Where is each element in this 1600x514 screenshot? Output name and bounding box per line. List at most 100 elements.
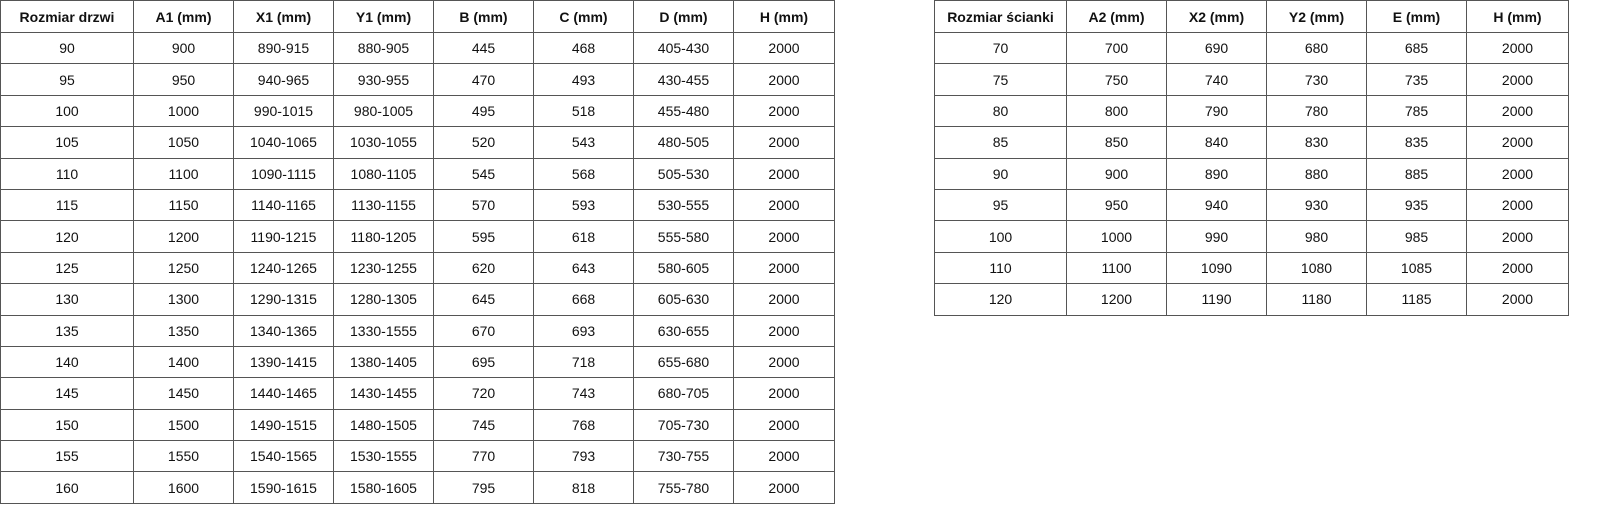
table-cell: 980-1005 — [333, 94, 434, 128]
table-cell: 780 — [1266, 94, 1367, 128]
table-cell: 1240-1265 — [233, 251, 334, 285]
table-cell: 940 — [1166, 188, 1267, 222]
table-cell: 493 — [533, 63, 634, 96]
table-row: 100 1000 990-1015 980-1005 495 518 455-480 2000 — [0, 94, 835, 128]
column-header: Rozmiar drzwi — [0, 0, 134, 33]
column-header: X2 (mm) — [1166, 0, 1267, 33]
table-cell: 1250 — [133, 251, 234, 285]
table-cell: 1490-1515 — [233, 408, 334, 442]
table-cell: 985 — [1366, 220, 1467, 253]
table-row: 110 1100 1090-1115 1080-1105 545 568 505-530 20… — [0, 157, 835, 190]
table-cell: 543 — [533, 126, 634, 159]
table-cell: 480-505 — [633, 126, 734, 159]
table-cell: 1280-1305 — [333, 283, 434, 316]
table-cell: 110 — [934, 251, 1067, 285]
table-cell: 120 — [0, 220, 134, 253]
table-row: 95 950 940-965 930-955 470 493 430-455 2000 — [0, 63, 835, 96]
column-header: Rozmiar ścianki — [934, 0, 1067, 33]
table-cell: 85 — [934, 126, 1067, 159]
table-cell: 880 — [1266, 157, 1367, 190]
table-cell: 1180-1205 — [333, 220, 434, 253]
table-cell: 890-915 — [233, 31, 334, 65]
table-cell: 730-755 — [633, 440, 734, 473]
table-cell: 693 — [533, 314, 634, 347]
column-header: Y1 (mm) — [333, 0, 434, 33]
table-cell: 1530-1555 — [333, 440, 434, 473]
table-cell: 505-530 — [633, 157, 734, 190]
table-cell: 495 — [433, 94, 534, 128]
table-cell: 1300 — [133, 283, 234, 316]
table-cell: 950 — [133, 63, 234, 96]
column-header: A2 (mm) — [1066, 0, 1167, 33]
table-cell: 735 — [1366, 63, 1467, 96]
table-cell: 1430-1455 — [333, 377, 434, 410]
table-cell: 1600 — [133, 471, 234, 504]
table-cell: 160 — [0, 471, 134, 504]
table-cell: 690 — [1166, 31, 1267, 65]
table-cell: 785 — [1366, 94, 1467, 128]
table-cell: 555-580 — [633, 220, 734, 253]
column-header: C (mm) — [533, 0, 634, 33]
table-cell: 125 — [0, 251, 134, 285]
table-cell: 720 — [433, 377, 534, 410]
table-cell: 100 — [934, 220, 1067, 253]
table-cell: 2000 — [733, 63, 835, 96]
table-row: 90 900 890 880 885 2000 — [934, 157, 1569, 190]
table-cell: 770 — [433, 440, 534, 473]
table-cell: 750 — [1066, 63, 1167, 96]
table-cell: 95 — [0, 63, 134, 96]
table-row: 120 1200 1190 1180 1185 2000 — [934, 283, 1569, 316]
table-cell: 718 — [533, 345, 634, 379]
table-cell: 743 — [533, 377, 634, 410]
table-cell: 680 — [1266, 31, 1367, 65]
table-cell: 90 — [0, 31, 134, 65]
table-cell: 90 — [934, 157, 1067, 190]
table-cell: 940-965 — [233, 63, 334, 96]
table-cell: 2000 — [733, 408, 835, 442]
table-row: 155 1550 1540-1565 1530-1555 770 793 730-755 20… — [0, 440, 835, 473]
table-cell: 145 — [0, 377, 134, 410]
column-header: B (mm) — [433, 0, 534, 33]
table-cell: 670 — [433, 314, 534, 347]
table-row: 75 750 740 730 735 2000 — [934, 63, 1569, 96]
table-cell: 1500 — [133, 408, 234, 442]
table-row: 100 1000 990 980 985 2000 — [934, 220, 1569, 253]
table-cell: 140 — [0, 345, 134, 379]
table-cell: 115 — [0, 188, 134, 222]
table-cell: 1480-1505 — [333, 408, 434, 442]
table-cell: 455-480 — [633, 94, 734, 128]
table-cell: 655-680 — [633, 345, 734, 379]
table-cell: 793 — [533, 440, 634, 473]
table-cell: 595 — [433, 220, 534, 253]
table-cell: 1150 — [133, 188, 234, 222]
table-row: 110 1100 1090 1080 1085 2000 — [934, 251, 1569, 285]
table-cell: 155 — [0, 440, 134, 473]
table-cell: 643 — [533, 251, 634, 285]
table-cell: 80 — [934, 94, 1067, 128]
table-cell: 1030-1055 — [333, 126, 434, 159]
table-cell: 818 — [533, 471, 634, 504]
table-cell: 1100 — [133, 157, 234, 190]
table-row: 145 1450 1440-1465 1430-1455 720 743 680-705 20… — [0, 377, 835, 410]
table-cell: 520 — [433, 126, 534, 159]
door-sizes-table: Rozmiar drzwi A1 (mm) X1 (mm) Y1 (mm) B (mm)… — [0, 0, 835, 504]
table-cell: 645 — [433, 283, 534, 316]
table-cell: 1090-1115 — [233, 157, 334, 190]
table-cell: 745 — [433, 408, 534, 442]
table-cell: 545 — [433, 157, 534, 190]
table-cell: 468 — [533, 31, 634, 65]
table-cell: 930 — [1266, 188, 1367, 222]
table-cell: 593 — [533, 188, 634, 222]
table-cell: 618 — [533, 220, 634, 253]
table-cell: 2000 — [733, 440, 835, 473]
table-cell: 105 — [0, 126, 134, 159]
table-cell: 2000 — [733, 345, 835, 379]
table-cell: 2000 — [733, 377, 835, 410]
table-cell: 430-455 — [633, 63, 734, 96]
table-cell: 1290-1315 — [233, 283, 334, 316]
table-cell: 2000 — [733, 220, 835, 253]
table-row: 105 1050 1040-1065 1030-1055 520 543 480-505 20… — [0, 126, 835, 159]
table-cell: 730 — [1266, 63, 1367, 96]
table-cell: 1400 — [133, 345, 234, 379]
table-header-row: Rozmiar ścianki A2 (mm) X2 (mm) Y2 (mm) E (m… — [934, 0, 1569, 33]
